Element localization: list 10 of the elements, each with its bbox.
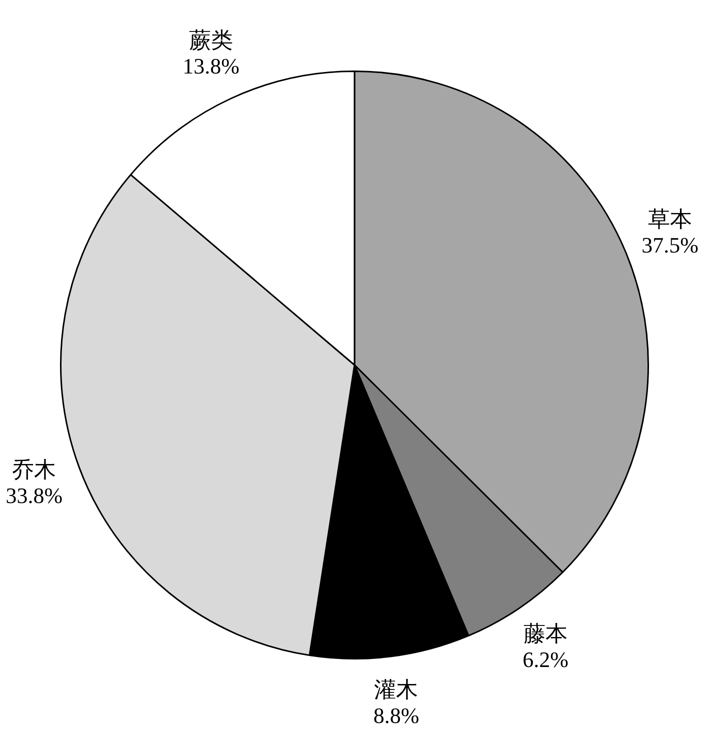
slice-label: 藤本 bbox=[524, 621, 568, 646]
slice-label: 乔木 bbox=[12, 456, 56, 482]
data-label: 37.5% bbox=[642, 232, 698, 258]
data-label: 6.2% bbox=[522, 647, 568, 672]
slice-label: 蕨类 bbox=[189, 28, 234, 53]
slice-label: 灌木 bbox=[374, 676, 418, 702]
data-label: 33.8% bbox=[6, 482, 63, 508]
slice-label: 草本 bbox=[648, 206, 692, 232]
data-label: 8.8% bbox=[373, 702, 420, 728]
data-label: 13.8% bbox=[182, 54, 240, 79]
